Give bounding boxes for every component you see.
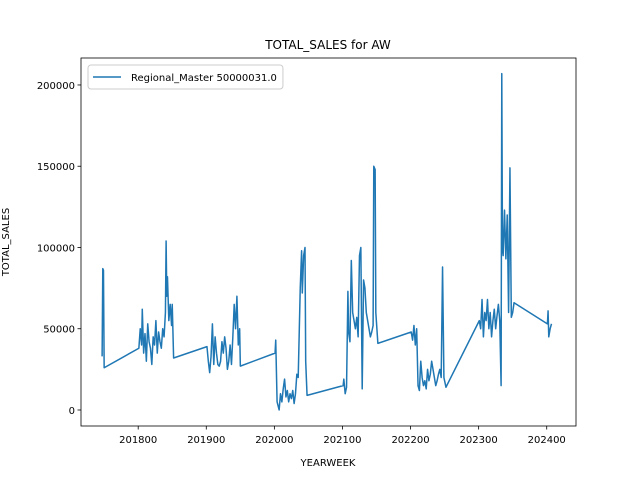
plot-area [101, 72, 553, 411]
x-tick-label: 202000 [255, 435, 293, 446]
x-axis-label: YEARWEEK [300, 458, 356, 469]
x-tick-label: 201800 [119, 435, 157, 446]
y-tick-label: 0 [69, 406, 75, 417]
x-tick-label: 202300 [460, 435, 498, 446]
legend-label: Regional_Master 50000031.0 [131, 73, 277, 84]
x-tick-label: 201900 [187, 435, 225, 446]
legend-box [87, 64, 284, 90]
y-tick-label: 50000 [43, 325, 75, 336]
y-tick-label: 100000 [37, 243, 75, 254]
axes-frame [80, 57, 577, 427]
x-tick-label: 202100 [323, 435, 361, 446]
data-line [101, 72, 553, 411]
legend: Regional_Master 50000031.0 [87, 64, 284, 90]
y-tick-label: 200000 [37, 81, 75, 92]
y-axis-label: TOTAL_SALES [1, 208, 12, 277]
y-tick-label: 150000 [37, 162, 75, 173]
x-tick-label: 202400 [528, 435, 566, 446]
x-tick-label: 202200 [391, 435, 429, 446]
chart-title: TOTAL_SALES for AW [264, 38, 391, 52]
